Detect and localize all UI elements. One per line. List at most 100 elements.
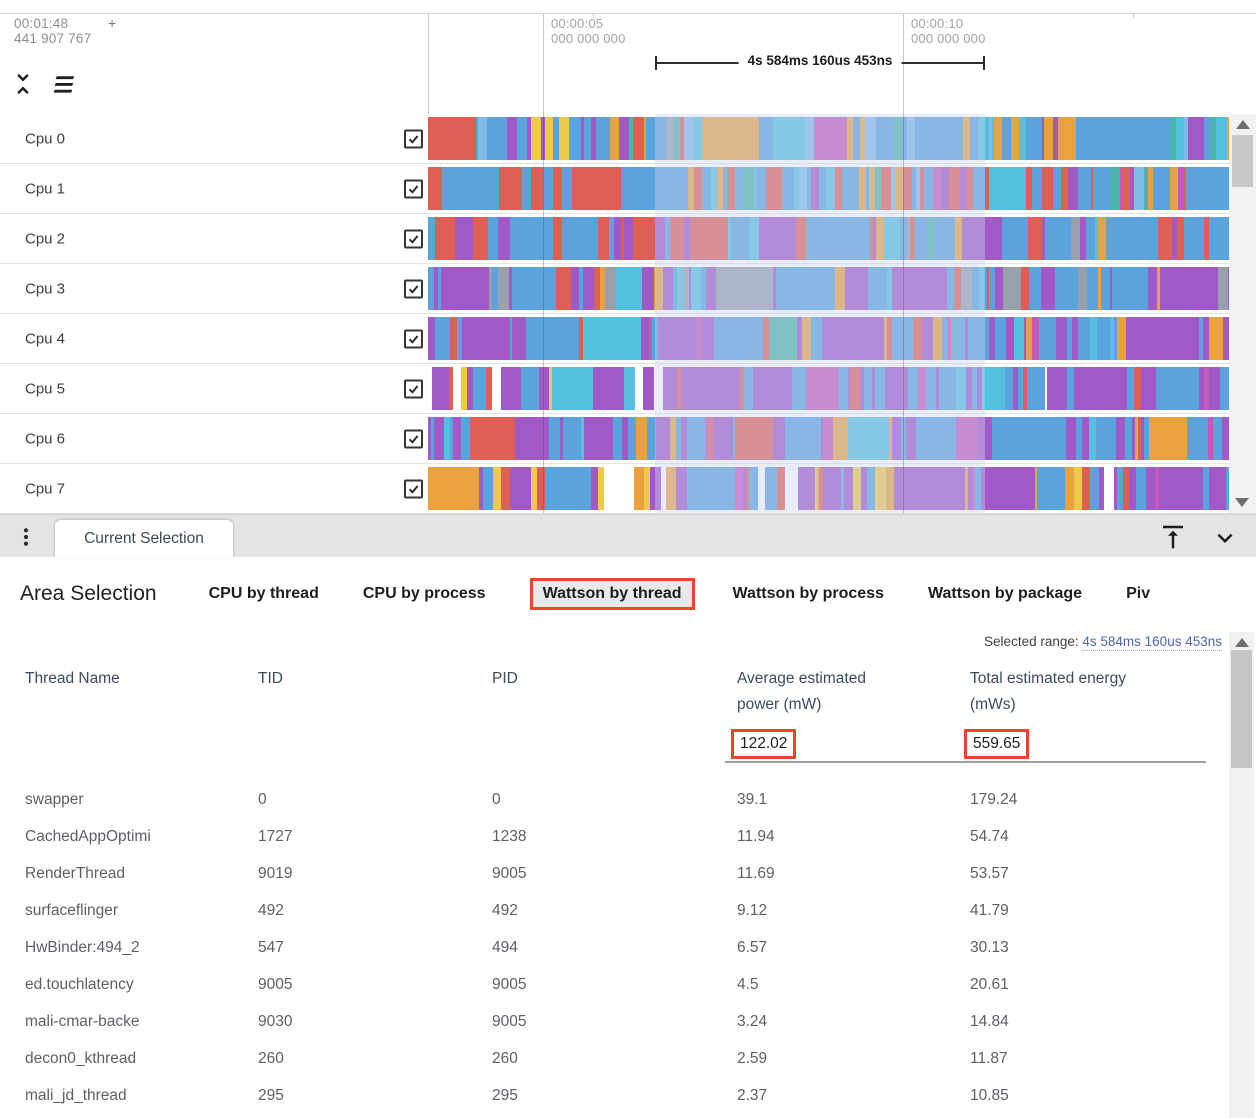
table-cell: surfaceflinger	[25, 902, 119, 919]
ruler-timestamp: 00:00:05 000 000 000	[551, 16, 626, 46]
table-cell: 295	[492, 1087, 518, 1104]
summary-underline	[725, 761, 1206, 763]
table-row[interactable]: HwBinder:494_2 547 494 6.57 30.13	[0, 929, 1228, 966]
timeline-gridline	[543, 114, 544, 513]
table-cell: swapper	[25, 791, 84, 808]
track-label: Cpu 5	[25, 380, 66, 397]
track-checkbox[interactable]	[404, 229, 423, 248]
table-cell: 54.74	[970, 828, 1009, 845]
cpu-activity-track[interactable]	[428, 117, 1229, 160]
table-cell: 53.57	[970, 865, 1009, 882]
track-row-cpu-3: Cpu 3	[0, 264, 1256, 314]
track-row-cpu-6: Cpu 6	[0, 414, 1256, 464]
ruler-minor-tick	[593, 13, 594, 18]
cpu-activity-track[interactable]	[428, 267, 1229, 310]
table-cell: 1727	[258, 828, 293, 845]
tab-piv[interactable]: Piv	[1126, 585, 1151, 602]
track-checkbox[interactable]	[404, 129, 423, 148]
panel-menu-kebab-icon[interactable]	[16, 524, 36, 550]
viewport-time-secondary: 441 907 767	[14, 31, 92, 46]
expand-panel-top-icon[interactable]	[1158, 522, 1188, 552]
table-cell: 179.24	[970, 791, 1018, 808]
table-cell: HwBinder:494_2	[25, 939, 140, 956]
table-cell: 4.5	[737, 976, 759, 993]
table-cell: 547	[258, 939, 284, 956]
cpu-activity-track[interactable]	[428, 217, 1229, 260]
table-cell: RenderThread	[25, 865, 125, 882]
cpu-activity-track[interactable]	[428, 367, 1229, 410]
track-checkbox[interactable]	[404, 279, 423, 298]
tab-cpu-by-process[interactable]: CPU by process	[362, 585, 486, 602]
track-label: Cpu 2	[25, 230, 66, 247]
column-header-avg-power: Average estimated power (mW)	[737, 670, 866, 713]
table-cell: 11.87	[970, 1050, 1008, 1067]
track-checkbox[interactable]	[404, 429, 423, 448]
table-cell: 2.37	[737, 1087, 768, 1104]
scroll-down-arrow-icon[interactable]	[1235, 498, 1249, 507]
table-cell: 9005	[492, 865, 527, 882]
table-cell: 260	[258, 1050, 284, 1067]
track-row-cpu-4: Cpu 4	[0, 314, 1256, 364]
table-cell: mali-cmar-backe	[25, 1013, 140, 1030]
table-cell: mali_jd_thread	[25, 1087, 127, 1104]
tab-current-selection[interactable]: Current Selection	[55, 520, 233, 558]
tab-cpu-by-thread[interactable]: CPU by thread	[208, 585, 319, 602]
scrollbar-thumb[interactable]	[1231, 650, 1252, 768]
detail-panel-tabbar: Current Selection	[0, 514, 1256, 558]
duration-cap-right	[983, 56, 985, 70]
cpu-tracks-area: Cpu 0 Cpu 1 Cpu 2 Cpu 3 Cpu 4 Cpu 5 Cpu 6 Cpu 7	[0, 114, 1256, 514]
table-row[interactable]: mali-cmar-backe 9030 9005 3.24 14.84	[0, 1003, 1228, 1040]
table-cell: 14.84	[970, 1013, 1009, 1030]
track-checkbox[interactable]	[404, 329, 423, 348]
collapse-tracks-icon[interactable]	[8, 68, 38, 100]
duration-cap-left	[655, 56, 657, 70]
table-cell: CachedAppOptimi	[25, 828, 151, 845]
scrollbar-thumb[interactable]	[1232, 135, 1253, 187]
selection-duration-marker: 4s 584ms 160us 453ns	[655, 50, 985, 76]
collapse-panel-chevron-down-icon[interactable]	[1210, 523, 1240, 553]
column-header-total-energy: Total estimated energy (mWs)	[970, 670, 1126, 713]
flatten-tracks-icon[interactable]	[46, 70, 80, 100]
track-checkbox[interactable]	[404, 179, 423, 198]
table-row[interactable]: swapper 0 0 39.1 179.24	[0, 781, 1228, 818]
selected-range-value[interactable]: 4s 584ms 160us 453ns	[1082, 634, 1222, 651]
column-header-tid: TID	[258, 670, 283, 687]
table-cell: 41.79	[970, 902, 1009, 919]
cpu-activity-track[interactable]	[428, 317, 1229, 360]
table-row[interactable]: surfaceflinger 492 492 9.12 41.79	[0, 892, 1228, 929]
track-label: Cpu 3	[25, 280, 66, 297]
cpu-activity-track[interactable]	[428, 417, 1229, 460]
table-row[interactable]: mali_jd_thread 295 295 2.37 10.85	[0, 1077, 1228, 1114]
thread-table-body: swapper 0 0 39.1 179.24 CachedAppOptimi 1727 12…	[0, 781, 1228, 1118]
track-label: Cpu 4	[25, 330, 66, 347]
table-cell: 20.61	[970, 976, 1009, 993]
tab-wattson-by-thread[interactable]: Wattson by thread	[529, 578, 695, 610]
column-header-thread-name: Thread Name	[25, 670, 120, 687]
tab-wattson-by-process[interactable]: Wattson by process	[732, 585, 884, 602]
cpu-activity-track[interactable]	[428, 467, 1229, 510]
cpu-activity-track[interactable]	[428, 167, 1229, 210]
scroll-up-arrow-icon[interactable]	[1234, 638, 1249, 647]
table-cell: 9005	[258, 976, 293, 993]
scroll-up-arrow-icon[interactable]	[1235, 120, 1250, 129]
table-cell: 494	[492, 939, 518, 956]
table-row[interactable]: RenderThread 9019 9005 11.69 53.57	[0, 855, 1228, 892]
ruler-timestamp: 00:00:10 000 000 000	[911, 16, 986, 46]
table-cell: 0	[492, 791, 501, 808]
top-divider	[0, 13, 1256, 14]
track-checkbox[interactable]	[404, 379, 423, 398]
table-cell: 11.69	[737, 865, 775, 882]
duration-label: 4s 584ms 160us 453ns	[738, 53, 902, 68]
column-header-pid: PID	[492, 670, 518, 687]
track-checkbox[interactable]	[404, 479, 423, 498]
table-row[interactable]: CachedAppOptimi 1727 1238 11.94 54.74	[0, 818, 1228, 855]
tab-wattson-by-package[interactable]: Wattson by package	[927, 585, 1083, 602]
track-row-cpu-7: Cpu 7	[0, 464, 1256, 514]
tracks-scrollbar[interactable]	[1229, 114, 1256, 513]
table-row[interactable]: decon0_kthread 260 260 2.59 11.87	[0, 1040, 1228, 1077]
table-row[interactable]: ed.touchlatency 9005 9005 4.5 20.61	[0, 966, 1228, 1003]
time-plus-sign: +	[108, 15, 117, 31]
table-scrollbar[interactable]	[1229, 632, 1254, 1118]
ruler-boundary-line	[428, 13, 429, 114]
selected-range-label: Selected range:	[984, 634, 1079, 649]
